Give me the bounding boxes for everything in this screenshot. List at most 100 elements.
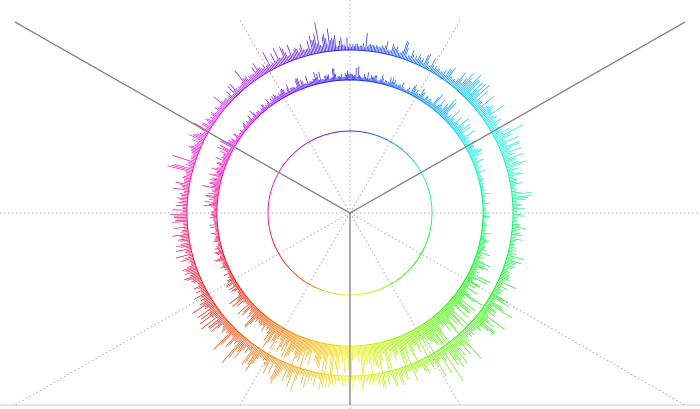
histogram-bar [242,130,245,133]
histogram-bar [495,124,524,140]
histogram-bar [500,273,510,278]
ring-2-segment [390,282,394,285]
histogram-bar [478,176,482,178]
histogram-bar [244,342,253,354]
histogram-bar [483,306,491,312]
histogram-bar [222,321,230,328]
histogram-bar [271,357,276,365]
ring-2-segment [425,240,428,244]
ring-1-segment [457,287,461,292]
histogram-bar [292,52,296,60]
histogram-bar [210,232,219,235]
histogram-bar [221,253,224,256]
histogram-bar [442,307,451,316]
ring-2-segment [271,238,274,242]
histogram-bar [437,108,443,114]
histogram-bar [501,150,510,154]
ring-2-segment [268,195,271,199]
histogram-bar [238,291,244,296]
histogram-bar [473,261,478,264]
histogram-bar [317,343,323,366]
ring-1-segment [445,120,450,125]
ring-2-segment [429,227,432,231]
histogram-bar [505,260,517,265]
ring-0-segment [372,51,379,53]
histogram-bar [217,177,222,179]
histogram-bar [276,95,280,101]
ring-1-segment [477,176,480,181]
histogram-bar [507,170,514,173]
histogram-bar [429,103,433,107]
histogram-bar [371,76,374,82]
histogram-bar [233,90,239,96]
histogram-bar [418,360,422,367]
histogram-bar [460,287,467,292]
histogram-bar [506,257,513,260]
ring-2-segment [419,253,422,257]
histogram-bar [480,235,487,238]
histogram-bar [456,78,468,91]
histogram-bar [271,96,276,103]
ring-2-segment [388,283,392,286]
histogram-bar [223,263,228,266]
histogram-bar [473,100,482,108]
histogram-bar [467,325,473,332]
ring-2-segment [288,267,292,271]
ring-2-segment [270,235,273,239]
histogram-bar [230,138,238,143]
histogram-bar [375,45,377,53]
histogram-bar [447,302,454,309]
histogram-bar [191,271,198,275]
ring-1-segment [467,271,470,276]
histogram-bar [473,318,489,332]
histogram-bar [509,178,517,181]
ring-1-segment [239,134,243,139]
ring-2-segment [393,143,397,146]
histogram-bar [202,185,220,190]
histogram-bar [483,105,504,120]
histogram-bar [331,37,334,51]
ring-1-segment [459,138,464,143]
histogram-bar [314,341,319,354]
histogram-bar [270,356,274,363]
histogram-bar [180,245,191,248]
histogram-bar [300,85,303,89]
histogram-bar [392,338,399,354]
histogram-bar [325,37,328,52]
ring-1-segment [464,275,468,280]
ring-1-segment [431,107,436,112]
histogram-bar [216,244,222,247]
histogram-bar [443,346,448,353]
ring-2-segment [270,190,272,194]
histogram-bar [332,39,335,51]
histogram-bar [391,370,397,387]
histogram-bar [415,93,418,98]
histogram-bar [396,337,405,359]
ring-1-segment [373,342,378,345]
histogram-bar [405,273,407,275]
histogram-bar [488,118,502,127]
histogram-bar [479,311,489,320]
histogram-bar [318,373,321,380]
histogram-bar [232,93,237,97]
histogram-bar [209,306,217,312]
histogram-bar [296,48,300,59]
histogram-bar [229,292,244,305]
ring-2-segment [380,136,384,139]
ring-0-segment [506,167,509,174]
histogram-bar [430,97,440,108]
histogram-bar [250,305,256,311]
ring-0-segment [498,146,502,153]
ring-1-segment [435,110,440,115]
histogram-bar [212,190,219,193]
histogram-bar [416,328,427,346]
histogram-bar [227,99,232,103]
histogram-bar [229,148,233,151]
histogram-bar [214,177,222,181]
histogram-bar [447,76,453,84]
histogram-bar [502,146,522,155]
ring-1-segment [217,189,220,195]
ring-2-segment [400,148,403,151]
histogram-bar [295,87,298,92]
histogram-bar [444,345,459,366]
